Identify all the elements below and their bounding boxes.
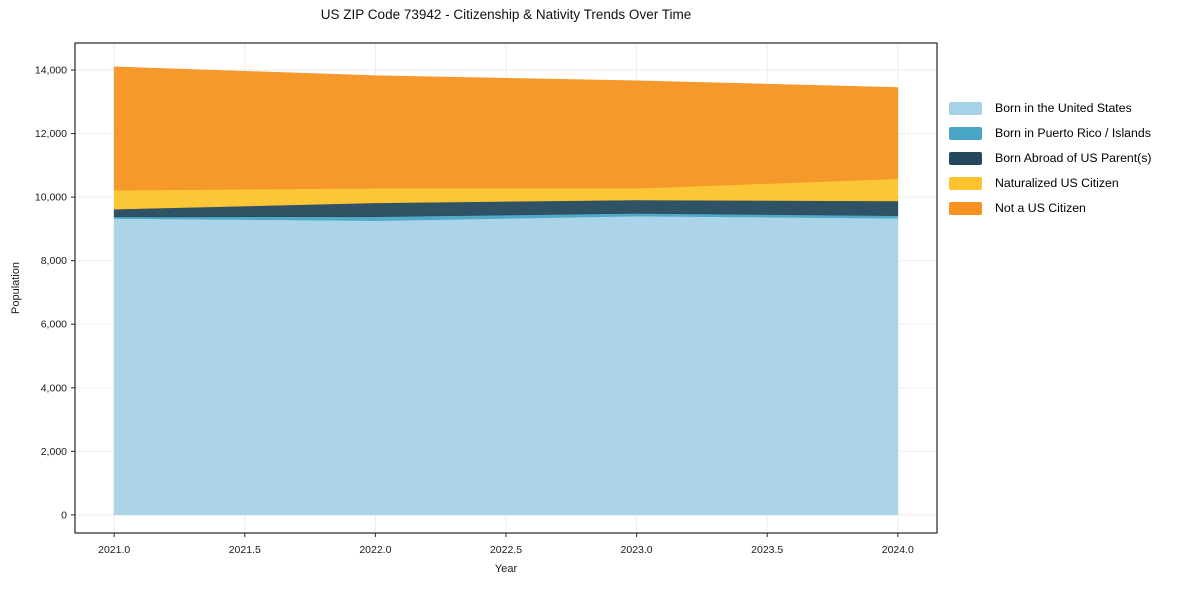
legend-swatch-icon [949, 176, 982, 190]
y-axis-label: Population [10, 262, 22, 314]
y-tick-label: 2,000 [41, 446, 67, 458]
x-tick-label: 2023.0 [621, 544, 653, 556]
legend-item: Born in Puerto Rico / Islands [949, 126, 1152, 140]
x-tick-label: 2021.5 [229, 544, 261, 556]
chart-title: US ZIP Code 73942 - Citizenship & Nativi… [320, 7, 692, 22]
x-tick-label: 2021.0 [98, 544, 130, 556]
x-tick-label: 2024.0 [882, 544, 914, 556]
x-axis-label: Year [494, 563, 518, 575]
y-tick-label: 0 [61, 509, 67, 521]
area-series [113, 66, 899, 191]
y-tick-label: 14,000 [35, 65, 67, 77]
legend-label: Born in the United States [995, 101, 1132, 115]
y-tick-label: 6,000 [41, 319, 67, 331]
legend-label: Not a US Citizen [995, 201, 1086, 215]
legend-item: Not a US Citizen [949, 201, 1152, 215]
y-tick-label: 10,000 [35, 192, 67, 204]
x-tick-label: 2022.5 [490, 544, 522, 556]
x-tick-label: 2023.5 [751, 544, 783, 556]
legend-swatch-icon [949, 201, 982, 215]
y-tick-label: 12,000 [35, 128, 67, 140]
legend-swatch-icon [949, 101, 982, 115]
legend-item: Born in the United States [949, 101, 1152, 115]
legend-label: Naturalized US Citizen [995, 176, 1119, 190]
legend-item: Naturalized US Citizen [949, 176, 1152, 190]
y-tick-label: 4,000 [41, 382, 67, 394]
legend: Born in the United States Born in Puerto … [949, 101, 1152, 215]
legend-item: Born Abroad of US Parent(s) [949, 151, 1152, 165]
x-tick-label: 2022.0 [359, 544, 391, 556]
legend-swatch-icon [949, 151, 982, 165]
legend-swatch-icon [949, 126, 982, 140]
area-series [113, 215, 899, 516]
legend-label: Born in Puerto Rico / Islands [995, 126, 1151, 140]
y-tick-label: 8,000 [41, 255, 67, 267]
legend-label: Born Abroad of US Parent(s) [995, 151, 1152, 165]
